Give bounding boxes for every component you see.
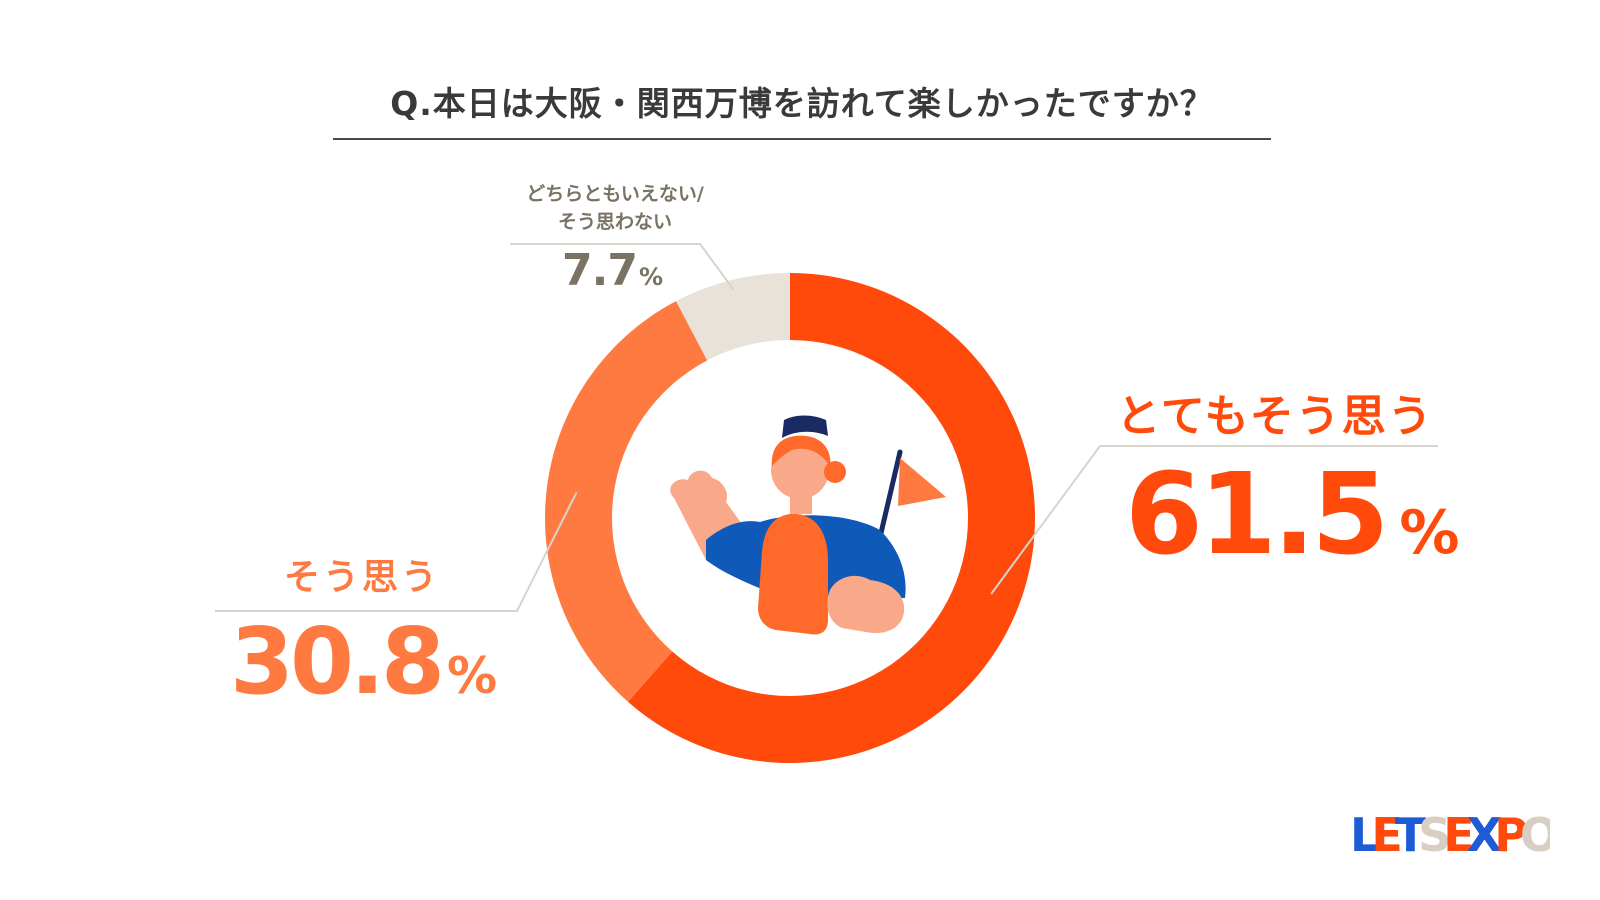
donut-slice-3 — [676, 273, 790, 361]
category-label-3: どちらともいえない/ そう思わない — [500, 180, 730, 236]
logo-letter: S — [1418, 808, 1451, 861]
chart-title: Q.本日は大阪・関西万博を訪れて楽しかったですか？ — [390, 84, 1214, 123]
title-area: Q.本日は大阪・関西万博を訪れて楽しかったですか？ — [333, 82, 1271, 140]
logo-letter: E — [1371, 808, 1402, 861]
value-number-2: 30.8 — [230, 608, 445, 715]
donut-slice-2 — [545, 301, 708, 702]
logo-letter: L — [1350, 808, 1379, 861]
svg-text:LETSEXPO: LETSEXPO — [1350, 808, 1550, 861]
donut-slice-1 — [627, 273, 1035, 763]
category-label-1: とてもそう思う — [1116, 391, 1434, 442]
category-label-3-line-2: そう思わない — [557, 211, 672, 233]
logo-letter: T — [1395, 808, 1427, 861]
percent-sign-3: % — [638, 263, 663, 291]
percent-sign-1: % — [1399, 498, 1460, 568]
value-label-3: 7.7% — [562, 246, 702, 302]
leader-line-2 — [215, 491, 578, 612]
leader-line-1 — [990, 445, 1438, 595]
category-label-3-line-1: どちらともいえない/ — [526, 183, 704, 205]
logo-letter: X — [1467, 808, 1502, 861]
logo: LETSEXPO — [1350, 808, 1550, 861]
value-number-3: 7.7 — [562, 245, 638, 296]
value-number-1: 61.5 — [1125, 450, 1389, 580]
value-label-2: 30.8% — [230, 612, 530, 726]
logo-letter: P — [1494, 808, 1528, 861]
category-label-2: そう思う — [283, 557, 440, 598]
logo-letter: O — [1520, 808, 1550, 861]
percent-sign-2: % — [447, 647, 498, 705]
logo-letter: E — [1443, 808, 1474, 861]
value-label-1: 61.5% — [1125, 455, 1459, 593]
leader-line-3 — [510, 243, 735, 291]
person-with-flag-illustration — [670, 415, 946, 635]
